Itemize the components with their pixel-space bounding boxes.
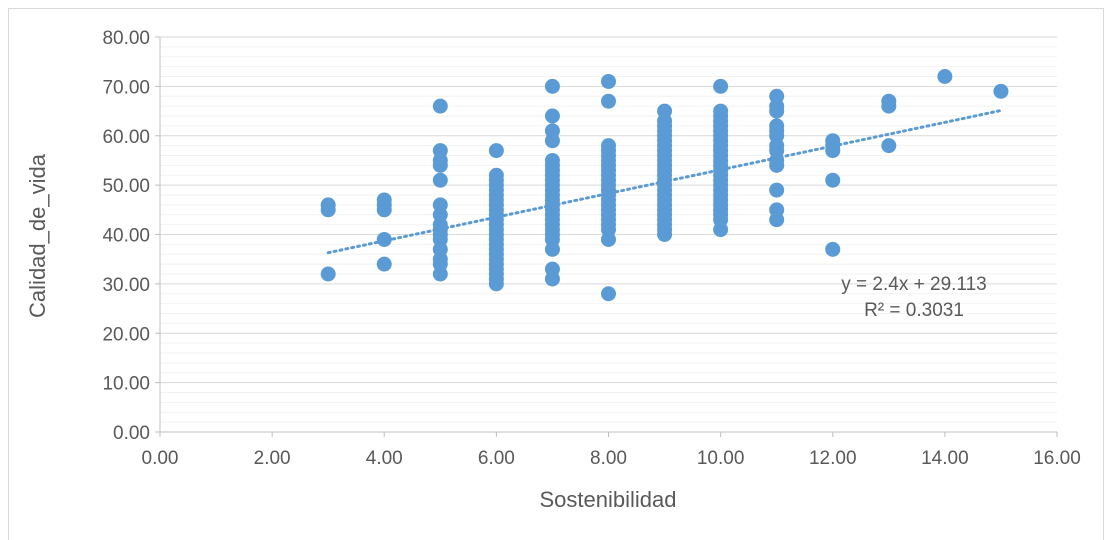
data-point: [601, 231, 616, 247]
data-point: [769, 157, 785, 173]
x-tick-labels: 0.00 2.00 4.00 6.00 8.00 10.00 12.00 14.00 16.00: [142, 448, 1081, 469]
data-point: [488, 276, 504, 292]
data-point: [544, 271, 560, 287]
y-tick-label: 80.00: [102, 28, 150, 49]
data-point: [544, 133, 560, 149]
data-point: [601, 73, 616, 89]
data-point: [376, 256, 392, 272]
data-point: [601, 286, 616, 302]
x-tick-label: 0.00: [142, 448, 179, 469]
x-tick-label: 6.00: [478, 448, 515, 469]
data-point: [713, 222, 729, 238]
data-point: [993, 83, 1009, 99]
data-point: [601, 93, 616, 109]
data-points: [320, 69, 1009, 302]
data-point: [432, 98, 448, 114]
data-point: [320, 266, 336, 282]
y-tick-label: 60.00: [102, 127, 150, 148]
data-point: [544, 241, 560, 257]
trendline-r-squared: R² = 0.3031: [864, 300, 964, 321]
data-point: [544, 78, 560, 94]
y-tick-label: 20.00: [102, 324, 150, 345]
y-tick-label: 70.00: [102, 77, 150, 98]
y-tick-labels: 0.00 10.00 20.00 30.00 40.00 50.00 60.00 70.00 8…: [102, 28, 150, 444]
data-point: [320, 202, 336, 218]
y-tick-label: 30.00: [102, 275, 150, 296]
data-point: [881, 98, 897, 114]
y-tick-label: 10.00: [102, 374, 150, 395]
data-point: [825, 241, 841, 257]
data-point: [825, 172, 841, 188]
x-axis-title: Sostenibilidad: [540, 487, 677, 512]
y-tick-label: 50.00: [102, 176, 150, 197]
trendline-line: [326, 109, 1003, 255]
data-point: [881, 138, 897, 154]
data-point: [769, 182, 785, 198]
data-point: [432, 157, 448, 173]
y-tick-label: 0.00: [113, 423, 150, 444]
data-point: [488, 143, 504, 159]
data-point: [376, 231, 392, 247]
data-point: [937, 69, 953, 84]
data-point: [769, 103, 785, 119]
trendline: [326, 109, 1003, 255]
data-point: [657, 227, 673, 242]
data-point: [713, 78, 729, 94]
x-tick-label: 14.00: [921, 448, 969, 469]
data-point: [376, 202, 392, 218]
data-point: [769, 212, 785, 228]
axes: [155, 36, 1058, 437]
x-tick-label: 8.00: [590, 448, 627, 469]
y-axis-title: Calidad_de_vida: [25, 153, 50, 318]
data-point: [544, 108, 560, 124]
data-point: [432, 172, 448, 188]
x-tick-label: 16.00: [1033, 448, 1081, 469]
x-tick-label: 10.00: [697, 448, 745, 469]
data-point: [432, 266, 448, 282]
y-tick-label: 40.00: [102, 226, 150, 247]
x-tick-label: 2.00: [254, 448, 291, 469]
trendline-equation: y = 2.4x + 29.113: [841, 274, 986, 295]
x-tick-label: 12.00: [809, 448, 857, 469]
x-tick-label: 4.00: [366, 448, 403, 469]
chart-frame: [8, 8, 1104, 540]
